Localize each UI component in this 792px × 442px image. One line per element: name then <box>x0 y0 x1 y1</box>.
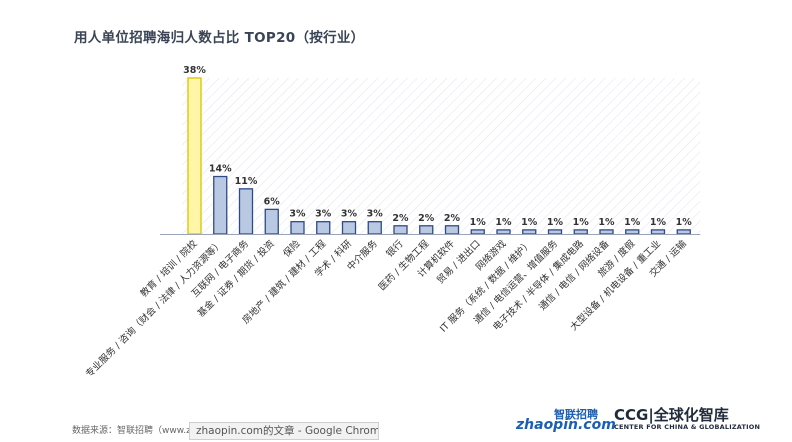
value-label-6: 3% <box>315 209 332 220</box>
bar-1 <box>187 77 202 235</box>
bar-8 <box>367 221 382 235</box>
bar-10 <box>419 225 434 235</box>
bar-13 <box>496 229 511 235</box>
data-source-footer: 数据来源：智联招聘（www.zh <box>72 426 197 436</box>
value-label-13: 1% <box>495 217 512 228</box>
plot-background-hatch <box>182 78 701 234</box>
bar-11 <box>444 225 460 235</box>
value-label-20: 1% <box>676 217 693 228</box>
bar-14 <box>522 229 537 235</box>
ccg-logo-sub: CENTER FOR CHINA & GLOBALIZATION <box>614 423 761 431</box>
ccg-logo-main: CCG|全球化智库 <box>614 406 729 424</box>
value-label-10: 2% <box>418 213 435 224</box>
value-label-5: 3% <box>289 209 306 220</box>
value-label-16: 1% <box>573 217 590 228</box>
bar-3 <box>238 188 254 235</box>
bar-6 <box>316 221 331 235</box>
zhaopin-logo-cn: 智联招聘 <box>554 408 598 421</box>
bar-2 <box>213 175 228 235</box>
bar-4 <box>264 208 279 235</box>
bar-5 <box>290 221 305 235</box>
value-label-1: 38% <box>183 65 206 76</box>
bar-20 <box>676 229 691 235</box>
value-label-11: 2% <box>444 213 461 224</box>
zhaopin-logo-en: zhaopin.com <box>516 417 616 433</box>
ccg-logo: CCG|全球化智库 CENTER FOR CHINA & GLOBALIZATI… <box>614 404 760 434</box>
value-label-7: 3% <box>341 209 358 220</box>
bar-17 <box>599 229 614 235</box>
zhaopin-logo: 智联招聘 zhaopin.com <box>516 406 616 433</box>
value-label-4: 6% <box>264 196 281 207</box>
bar-12 <box>470 229 485 235</box>
value-label-19: 1% <box>650 217 667 228</box>
category-label-9: 银行 <box>384 237 406 259</box>
chart-title: 用人单位招聘海归人数占比 TOP20（按行业） <box>74 30 365 46</box>
value-label-15: 1% <box>547 217 564 228</box>
category-label-5: 保险 <box>281 237 303 259</box>
value-label-18: 1% <box>624 217 641 228</box>
browser-tooltip: zhaopin.com的文章 - Google Chrome <box>189 422 379 440</box>
bar-16 <box>573 229 588 235</box>
bar-18 <box>625 229 640 235</box>
bar-15 <box>547 229 563 235</box>
value-label-3: 11% <box>235 176 258 187</box>
bar-19 <box>650 229 666 235</box>
value-label-9: 2% <box>392 213 409 224</box>
bar-9 <box>393 225 408 235</box>
bar-7 <box>341 221 357 235</box>
value-label-14: 1% <box>521 217 538 228</box>
value-label-2: 14% <box>209 164 232 175</box>
value-label-12: 1% <box>470 217 487 228</box>
value-label-8: 3% <box>367 209 384 220</box>
value-label-17: 1% <box>598 217 615 228</box>
